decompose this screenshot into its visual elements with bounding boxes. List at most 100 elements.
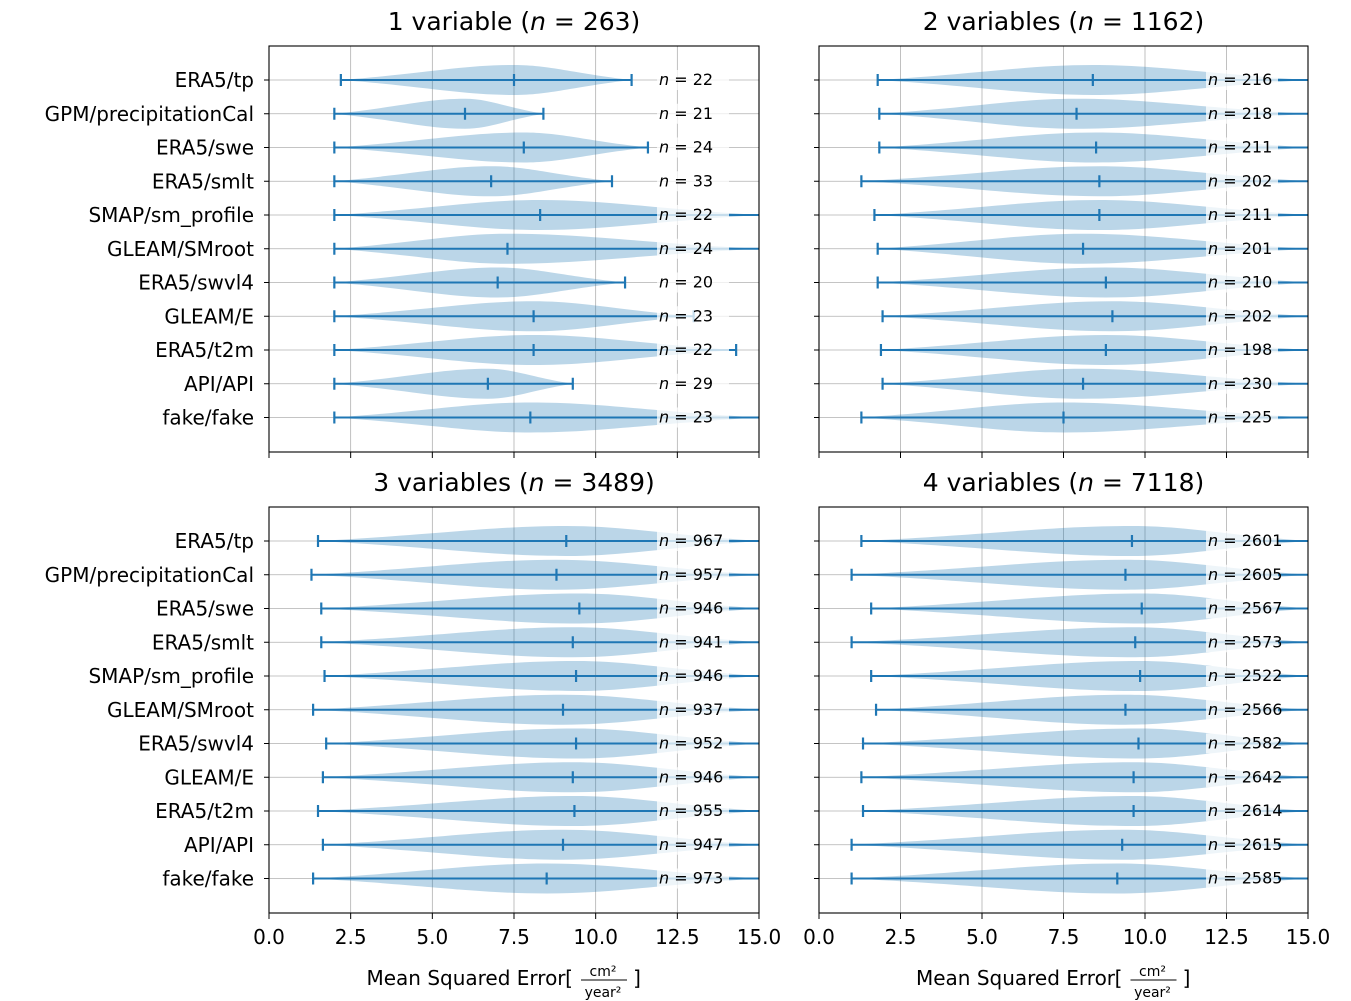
count-label-background [657, 666, 729, 686]
count-label-value: 955 [693, 801, 724, 820]
category-label: ERA5/tp [175, 68, 254, 92]
count-label-symbol: n [1208, 666, 1218, 685]
count-label-value: 2567 [1242, 599, 1283, 618]
panel-title-n: n [1078, 468, 1094, 497]
count-label: n = 211 [1208, 138, 1272, 157]
count-label-background [657, 834, 729, 855]
count-label: n = 2615 [1208, 835, 1282, 854]
count-label-value: 946 [693, 767, 724, 786]
count-label-value: 957 [693, 565, 724, 584]
count-label-symbol: n [659, 408, 669, 427]
count-label-symbol: n [659, 171, 669, 190]
panel-title-count: 3489 [581, 468, 645, 497]
count-label-symbol: n [659, 869, 669, 888]
count-label: n = 2585 [1208, 869, 1282, 888]
panel-title-close: ) [631, 7, 641, 36]
panel-title: 4 variables (n = 7118) [923, 468, 1205, 497]
count-label-equals: = [1218, 700, 1242, 719]
unit-numerator: cm² [1139, 964, 1166, 980]
count-label-value: 22 [693, 70, 713, 89]
count-label-symbol: n [1208, 869, 1218, 888]
count-label-symbol: n [659, 599, 669, 618]
count-label-symbol: n [1208, 138, 1218, 157]
count-label-equals: = [1218, 306, 1242, 325]
count-label-background [657, 205, 729, 225]
count-label: n = 2605 [1208, 565, 1282, 584]
count-label: n = 29 [659, 374, 713, 393]
count-label-value: 2601 [1242, 531, 1283, 550]
count-label-symbol: n [659, 273, 669, 292]
x-tick-label: 7.5 [498, 925, 530, 949]
count-label-value: 2585 [1242, 869, 1283, 888]
count-label: n = 2573 [1208, 632, 1282, 651]
count-label-equals: = [669, 801, 693, 820]
panel-title-equals: = [1094, 7, 1131, 36]
count-label: n = 2522 [1208, 666, 1282, 685]
count-label-value: 967 [693, 531, 724, 550]
count-label: n = 2566 [1208, 700, 1282, 719]
count-label: n = 957 [659, 565, 723, 584]
count-label-background [657, 306, 729, 327]
count-label-equals: = [669, 531, 693, 550]
unit-bracket-close: ] [633, 966, 641, 990]
x-axis-label: Mean Squared Error [366, 966, 566, 990]
count-label-value: 22 [693, 205, 713, 224]
count-label-symbol: n [1208, 767, 1218, 786]
count-label-background [657, 868, 729, 889]
count-label: n = 946 [659, 666, 723, 685]
count-label-background [657, 531, 729, 551]
count-label-background [657, 564, 729, 585]
panel-title-prefix: 2 variables ( [923, 7, 1078, 36]
panel-title: 2 variables (n = 1162) [923, 7, 1205, 36]
category-label: GLEAM/E [164, 765, 254, 789]
count-label-background [657, 767, 729, 788]
count-label: n = 202 [1208, 171, 1272, 190]
count-label-symbol: n [1208, 171, 1218, 190]
x-tick-label: 12.5 [1204, 925, 1249, 949]
count-label-value: 23 [693, 306, 713, 325]
count-label-value: 2582 [1242, 734, 1283, 753]
count-label-equals: = [1218, 801, 1242, 820]
count-label-value: 218 [1242, 104, 1273, 123]
count-label-background [1206, 373, 1278, 394]
count-label-background [1206, 103, 1278, 124]
count-label-value: 211 [1242, 138, 1273, 157]
count-label-equals: = [669, 239, 693, 258]
count-label-equals: = [669, 599, 693, 618]
count-label-equals: = [669, 340, 693, 359]
count-label-symbol: n [659, 104, 669, 123]
count-label-equals: = [1218, 408, 1242, 427]
count-label-symbol: n [659, 632, 669, 651]
panel-title-count: 1162 [1131, 7, 1195, 36]
count-label: n = 198 [1208, 340, 1272, 359]
unit-bracket-open: [ [565, 966, 573, 990]
category-label: ERA5/smlt [152, 630, 254, 654]
count-label-symbol: n [659, 340, 669, 359]
count-label-background [657, 103, 729, 124]
panel-title: 1 variable (n = 263) [388, 7, 641, 36]
count-label-background [1206, 70, 1278, 90]
panel-title-equals: = [545, 468, 582, 497]
count-label-equals: = [1218, 632, 1242, 651]
count-label-value: 946 [693, 666, 724, 685]
category-label: ERA5/swe [156, 597, 254, 621]
count-label-symbol: n [659, 666, 669, 685]
panel-4: n = 2601 n = 2605 n = 2567 n = 2573 n = 2522… [803, 468, 1330, 1001]
count-label: n = 210 [1208, 273, 1272, 292]
count-label-background [1206, 767, 1278, 788]
count-label: n = 218 [1208, 104, 1272, 123]
count-label-symbol: n [1208, 632, 1218, 651]
panel-title-equals: = [1094, 468, 1131, 497]
panel-title-equals: = [546, 7, 583, 36]
panel-title-count: 7118 [1131, 468, 1195, 497]
panel-3: n = 967 ERA5/tp n = 957 GPM/precipitationCa… [45, 468, 782, 1001]
count-label-value: 2615 [1242, 835, 1283, 854]
count-label-equals: = [1218, 138, 1242, 157]
panel-title-count: 263 [583, 7, 631, 36]
count-label: n = 937 [659, 700, 723, 719]
count-label-background [657, 801, 729, 821]
count-label-symbol: n [659, 801, 669, 820]
category-label: fake/fake [162, 867, 254, 891]
